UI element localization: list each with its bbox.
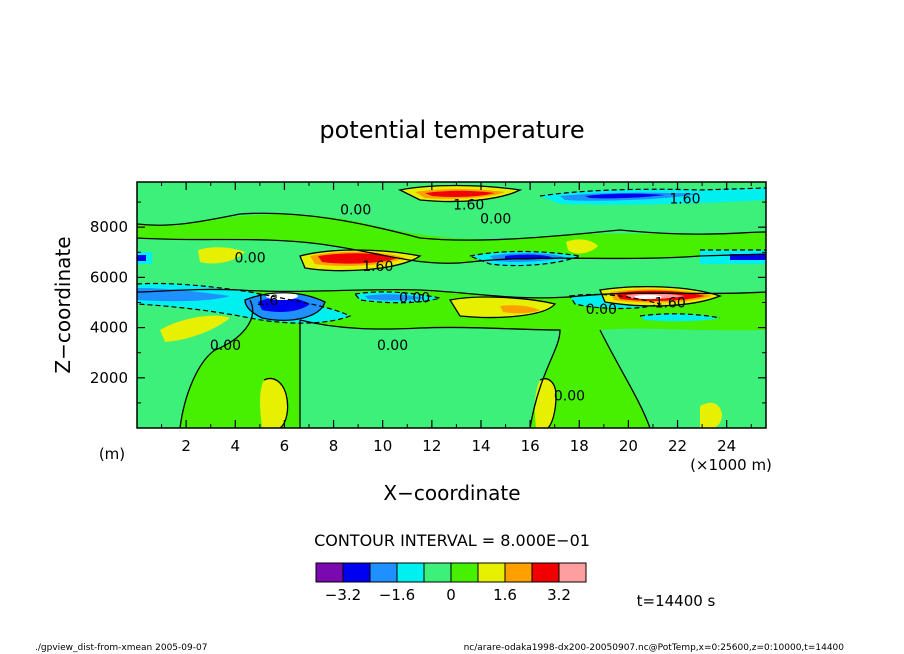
- contour-line-lower-right: [599, 329, 651, 428]
- contour-labels: 0.00 1.600.001.600.001.601.6 0.000.00 1.600…: [210, 191, 701, 404]
- contour-line-neg-left: [244, 292, 326, 321]
- y-axis-unit: (m): [99, 445, 125, 463]
- contour-lines: [137, 184, 766, 428]
- x-tick-label: 12: [422, 437, 441, 455]
- colorbar-tick-label: −1.6: [379, 586, 415, 604]
- contour-value-label: 1.60: [655, 295, 686, 311]
- contour-value-label: 0.00: [399, 290, 430, 306]
- contour-value-label: 0.00: [586, 302, 617, 318]
- x-tick-label: 2: [181, 437, 191, 455]
- contour-value-label: 0.00: [234, 250, 265, 266]
- field-region-orange-center: [500, 305, 540, 314]
- field-region-darkblue-right-band: [730, 254, 766, 260]
- contour-line-upper-band-top: [137, 237, 766, 264]
- contour-line-neg-right-low: [568, 293, 663, 310]
- field-region-light-lower-mid: [300, 320, 560, 428]
- contour-value-label: 0.00: [340, 203, 371, 219]
- contour-line-yellow-bottom-mid: [539, 378, 557, 428]
- y-tick-label: 6000: [90, 268, 128, 286]
- contour-value-label: 1.60: [362, 259, 393, 275]
- field-region-yellow-bottom-right: [700, 402, 722, 428]
- x-tick-label: 16: [521, 437, 540, 455]
- field-region-red-mid: [318, 253, 398, 264]
- x-axis-label: X−coordinate: [383, 481, 520, 505]
- chart-title: potential temperature: [319, 116, 584, 144]
- x-axis: 2 4 6 8 10 12 14 16 18 20 22 24: [161, 182, 752, 455]
- y-tick-label: 4000: [90, 319, 128, 337]
- colorbar-swatch: [423, 562, 452, 583]
- colorbar-swatch: [531, 562, 560, 583]
- x-tick-label: 22: [668, 437, 687, 455]
- x-tick-label: 24: [717, 437, 736, 455]
- x-tick-label: 14: [471, 437, 490, 455]
- field-region-blue-mid-low: [365, 294, 425, 301]
- field-region-yellow-left: [198, 247, 245, 264]
- contour-line-upper-band-bottom: [137, 288, 766, 299]
- colorbar: −3.2 −1.6 0 1.6 3.2: [315, 562, 587, 604]
- plot-area: 0.00 1.600.001.600.001.601.6 0.000.00 1.600…: [137, 182, 766, 428]
- contour-line-neg-top-right: [539, 187, 766, 197]
- field-region-yellow-blob-right: [566, 239, 598, 254]
- colorbar-tick-label: −3.2: [325, 586, 361, 604]
- colorbar-swatch: [477, 562, 506, 583]
- field-region-yellow-bottom-mid: [534, 378, 556, 428]
- footer-right: nc/arare-odaka1998-dx200-20050907.nc@Pot…: [464, 643, 845, 653]
- contour-interval-label: CONTOUR INTERVAL = 8.000E−01: [314, 531, 590, 550]
- y-tick-label: 2000: [90, 369, 128, 387]
- contour-line-neg-mid-band: [467, 250, 583, 267]
- y-axis: 2000 4000 6000 8000: [90, 201, 766, 404]
- contour-value-label: 1.60: [453, 198, 484, 214]
- colorbar-tick-label: 1.6: [493, 586, 517, 604]
- field-region-white-left: [266, 292, 298, 300]
- contour-value-label: 1.6: [256, 293, 278, 309]
- field-region-blue-left-edge: [137, 255, 146, 261]
- x-tick-label: 10: [373, 437, 392, 455]
- field-region-darkblue-top-right: [585, 193, 665, 199]
- colorbar-tick-label: 3.2: [547, 586, 571, 604]
- x-tick-label: 18: [570, 437, 589, 455]
- contour-line-pos-center: [448, 296, 557, 319]
- contour-value-label: 0.00: [377, 338, 408, 354]
- colorbar-swatch: [450, 562, 479, 583]
- contour-value-label: 0.00: [480, 211, 511, 227]
- plot-frame: [136, 181, 767, 429]
- colorbar-swatch: [342, 562, 371, 583]
- contour-line-neg-mid-low: [353, 291, 441, 304]
- colorbar-swatch: [396, 562, 425, 583]
- contour-value-label: 0.00: [554, 388, 585, 404]
- field-region-yellow-lower-left: [160, 315, 230, 342]
- time-label: t=14400 s: [637, 592, 716, 610]
- colorbar-swatch: [369, 562, 398, 583]
- colorbar-swatch: [504, 562, 533, 583]
- x-tick-label: 8: [329, 437, 339, 455]
- contour-line-neg-right-lower: [639, 313, 721, 319]
- field-region-yellow-bottom-left: [260, 378, 288, 428]
- field-region-white-right: [634, 295, 662, 299]
- field-region-red-top: [425, 190, 495, 197]
- colorbar-swatch: [315, 562, 344, 583]
- contour-value-label: 1.60: [669, 191, 700, 207]
- y-axis-label: Z−coordinate: [51, 236, 75, 373]
- field-region-cyan-right-lower: [640, 313, 720, 322]
- colorbar-swatch: [558, 562, 587, 583]
- x-tick-label: 4: [231, 437, 241, 455]
- field-region-light-lower-right: [600, 328, 766, 428]
- field-region-light-upper-band: [137, 238, 766, 298]
- x-axis-unit: (×1000 m): [690, 456, 772, 474]
- y-tick-label: 8000: [90, 218, 128, 236]
- contour-line-top: [137, 212, 766, 241]
- contour-line-pos-mid: [299, 249, 422, 272]
- contour-value-label: 0.00: [210, 338, 241, 354]
- x-tick-label: 20: [619, 437, 638, 455]
- footer-left: ./gpview_dist-from-xmean 2005-09-07: [35, 643, 207, 653]
- contour-line-lower-mid: [299, 319, 561, 428]
- colorbar-tick-label: 0: [446, 586, 456, 604]
- contour-line-neg-band-left: [137, 282, 352, 324]
- contour-lines-dashed: [137, 187, 766, 324]
- contour-line-pos-right: [599, 286, 722, 307]
- x-tick-label: 6: [280, 437, 290, 455]
